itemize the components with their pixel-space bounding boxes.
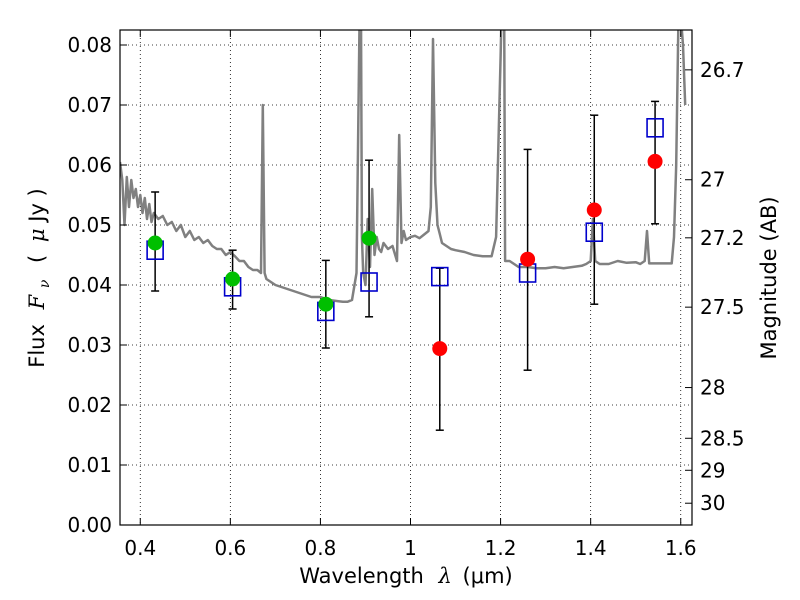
red-point-marker [586,202,602,218]
y-tick-label: 0.00 [67,513,112,537]
axis-ticks: 0.4 0.6 0.8 1 1.2 1.4 1.6 0.00 0.01 0.02 0.03 0.04 0… [67,30,745,560]
blue-square-marker [585,222,604,242]
blue-square-marker [646,118,664,138]
red-point-marker [432,341,448,357]
x-axis-title-symbol: λ [438,564,452,588]
y-tick-label: 0.03 [67,333,112,357]
x-axis-title-text: Wavelength [299,564,424,588]
y-tick-label: 0.04 [67,273,112,297]
x-tick-label: 0.6 [214,536,246,560]
y2-tick-label: 28.5 [700,426,745,450]
y2-tick-label: 26.7 [700,58,745,82]
plot-area [120,30,687,431]
y-axis-title-unit-mu: μ [25,228,49,242]
y-tick-label: 0.02 [67,393,112,417]
y-tick-label: 0.05 [67,213,112,237]
y2-tick-label: 28 [700,376,725,400]
blue-square-marker [430,266,449,287]
red-point-marker [647,153,663,169]
grid-lines [120,30,692,526]
y2-tick-label: 30 [700,491,725,515]
green-point-marker [318,296,334,312]
x-tick-label: 0.4 [124,536,156,560]
x-tick-label: 0.8 [305,536,337,560]
y2-tick-label: 29 [700,458,725,482]
red-point-marker [520,251,536,267]
y-axis-title-unit-rest: Jy ) [25,188,49,224]
y-tick-label: 0.06 [67,153,112,177]
y2-axis-title: Magnitude (AB) [757,196,781,359]
y-axis-title-symbol: F [25,293,49,310]
y-axis-title: Flux F ν ( μ Jy ) [25,188,54,368]
y-tick-label: 0.01 [67,453,112,477]
spectrum-line [120,30,687,304]
plot-frame [119,29,693,526]
y-axis-title-text: Flux [25,324,49,368]
x-tick-label: 1.2 [485,536,517,560]
green-point-marker [361,230,377,246]
x-tick-label: 1.6 [665,536,697,560]
y-axis-title-subscript: ν [37,279,53,288]
y2-tick-label: 27 [700,168,725,192]
green-point-marker [225,271,241,287]
blue-square-marker [360,272,378,292]
y-tick-label: 0.07 [67,93,112,117]
y-tick-label: 0.08 [67,33,112,57]
x-axis-title: Wavelength λ (μm) [299,564,512,588]
x-tick-label: 1 [404,536,417,560]
y-axis-title-unit-open: ( [25,255,49,263]
green-point-marker [147,235,163,251]
y2-tick-label: 27.5 [700,295,745,319]
y2-tick-label: 27.2 [700,226,745,250]
x-axis-title-unit: (μm) [463,564,513,588]
x-tick-label: 1.4 [575,536,607,560]
